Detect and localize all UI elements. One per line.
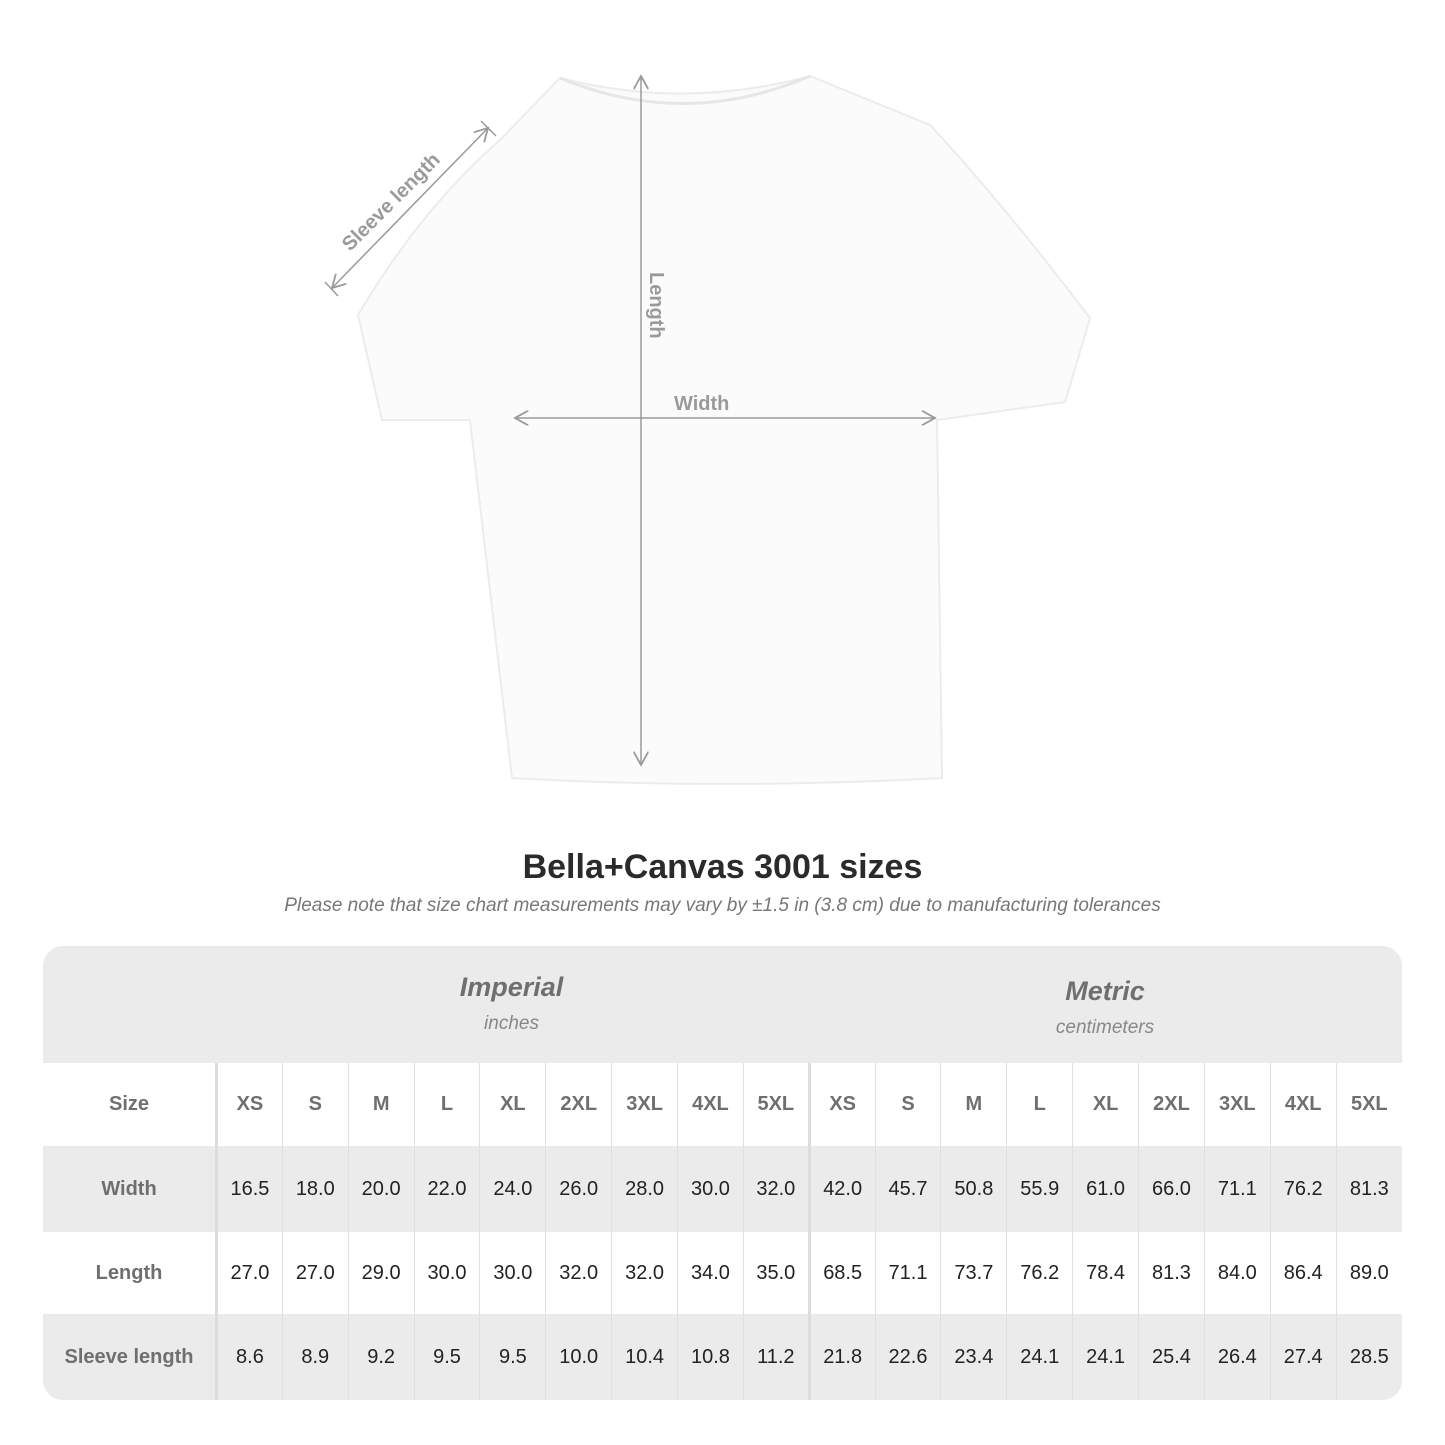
sleeve-measure-line: [332, 128, 488, 288]
table-cell: 81.3: [1335, 1146, 1402, 1232]
table-cell: 4XL: [1269, 1063, 1337, 1146]
table-cell: 16.5: [216, 1146, 283, 1232]
table-cell: XL: [1072, 1063, 1139, 1146]
table-cell: 10.0: [545, 1314, 612, 1400]
table-cell: 73.7: [940, 1232, 1007, 1314]
table-cell: 20.0: [347, 1146, 415, 1232]
metric-header: Metric centimeters: [1055, 976, 1155, 1038]
table-cell: 29.0: [347, 1232, 415, 1314]
table-row: Width 16.5 18.0 20.0 22.0 24.0 26.0 28.0 30.0 32.…: [43, 1146, 1402, 1232]
table-cell: 76.2: [1269, 1146, 1337, 1232]
table-cell: 26.0: [545, 1146, 612, 1232]
imperial-header: Imperial inches: [459, 972, 564, 1034]
table-cell: 28.0: [611, 1146, 678, 1232]
table-cell: XS: [807, 1063, 876, 1146]
table-cell: 9.5: [413, 1314, 480, 1400]
row-label: Length: [43, 1232, 218, 1314]
tshirt-shape: [356, 74, 1092, 785]
table-cell: 11.2: [742, 1314, 810, 1400]
table-cell: 45.7: [874, 1146, 941, 1232]
table-cell: 34.0: [677, 1232, 744, 1314]
table-cell: 78.4: [1072, 1232, 1139, 1314]
table-cell: 30.0: [479, 1232, 546, 1314]
table-cell: 3XL: [1203, 1063, 1271, 1146]
table-cell: M: [347, 1063, 415, 1146]
table-cell: 27.0: [281, 1232, 349, 1314]
table-cell: 81.3: [1138, 1232, 1205, 1314]
table-cell: 22.6: [874, 1314, 941, 1400]
table-cell: 71.1: [874, 1232, 941, 1314]
table-cell: 2XL: [1138, 1063, 1205, 1146]
table-cell: 32.0: [545, 1232, 612, 1314]
tshirt-diagram: Sleeve length Length Width: [324, 0, 1092, 785]
table-cell: 86.4: [1269, 1232, 1337, 1314]
table-cell: 21.8: [807, 1314, 876, 1400]
table-cell: 84.0: [1203, 1232, 1271, 1314]
table-cell: 25.4: [1138, 1314, 1205, 1400]
row-label: Width: [43, 1146, 218, 1232]
table-cell: 8.6: [216, 1314, 283, 1400]
table-cell: 23.4: [940, 1314, 1007, 1400]
table-cell: 18.0: [281, 1146, 349, 1232]
table-cell: 61.0: [1072, 1146, 1139, 1232]
table-cell: 4XL: [677, 1063, 744, 1146]
table-cell: 89.0: [1335, 1232, 1402, 1314]
table-cell: 9.5: [479, 1314, 546, 1400]
table-cell: 27.4: [1269, 1314, 1337, 1400]
table-cell: 42.0: [807, 1146, 876, 1232]
table-cell: 50.8: [940, 1146, 1007, 1232]
table-cell: 71.1: [1203, 1146, 1271, 1232]
size-table: Size XS S M L XL 2XL 3XL 4XL 5XL XS S M L XL 2XL 3XL 4XL 5…: [43, 1063, 1402, 1400]
length-label: Length: [645, 272, 667, 339]
table-cell: 27.0: [216, 1232, 283, 1314]
table-cell: 24.1: [1072, 1314, 1139, 1400]
table-cell: 28.5: [1335, 1314, 1402, 1400]
table-cell: XS: [216, 1063, 283, 1146]
table-cell: 8.9: [281, 1314, 349, 1400]
table-cell: 24.0: [479, 1146, 546, 1232]
width-label: Width: [674, 393, 729, 415]
table-cell: 35.0: [742, 1232, 810, 1314]
table-cell: 10.8: [677, 1314, 744, 1400]
table-cell: 5XL: [1335, 1063, 1402, 1146]
table-cell: 26.4: [1203, 1314, 1271, 1400]
table-cell: 68.5: [807, 1232, 876, 1314]
tolerance-note: Please note that size chart measurements…: [284, 895, 1161, 916]
table-cell: 76.2: [1006, 1232, 1073, 1314]
table-cell: 10.4: [611, 1314, 678, 1400]
table-cell: M: [940, 1063, 1007, 1146]
table-cell: 66.0: [1138, 1146, 1205, 1232]
table-cell: 32.0: [611, 1232, 678, 1314]
table-cell: S: [874, 1063, 941, 1146]
size-chart: Imperial inches Metric centimeters Size X…: [43, 946, 1402, 1400]
table-row: Length 27.0 27.0 29.0 30.0 30.0 32.0 32.0 34.0 35…: [43, 1232, 1402, 1314]
table-cell: L: [413, 1063, 480, 1146]
table-cell: 24.1: [1006, 1314, 1073, 1400]
size-label: Size: [43, 1063, 218, 1146]
table-cell: 22.0: [413, 1146, 480, 1232]
table-row: Sleeve length 8.6 8.9 9.2 9.5 9.5 10.0 10.4 10.8…: [43, 1314, 1402, 1400]
table-cell: 9.2: [347, 1314, 415, 1400]
table-cell: 3XL: [611, 1063, 678, 1146]
table-cell: S: [281, 1063, 349, 1146]
table-cell: L: [1006, 1063, 1073, 1146]
table-cell: 2XL: [545, 1063, 612, 1146]
table-cell: 5XL: [742, 1063, 810, 1146]
table-cell: 30.0: [413, 1232, 480, 1314]
table-cell: 55.9: [1006, 1146, 1073, 1232]
row-label: Sleeve length: [43, 1314, 218, 1400]
page-title: Bella+Canvas 3001 sizes: [522, 848, 923, 886]
table-cell: 30.0: [677, 1146, 744, 1232]
table-cell: XL: [479, 1063, 546, 1146]
table-cell: 32.0: [742, 1146, 810, 1232]
table-header-row: Size XS S M L XL 2XL 3XL 4XL 5XL XS S M L XL 2XL 3XL 4XL 5…: [43, 1063, 1402, 1146]
